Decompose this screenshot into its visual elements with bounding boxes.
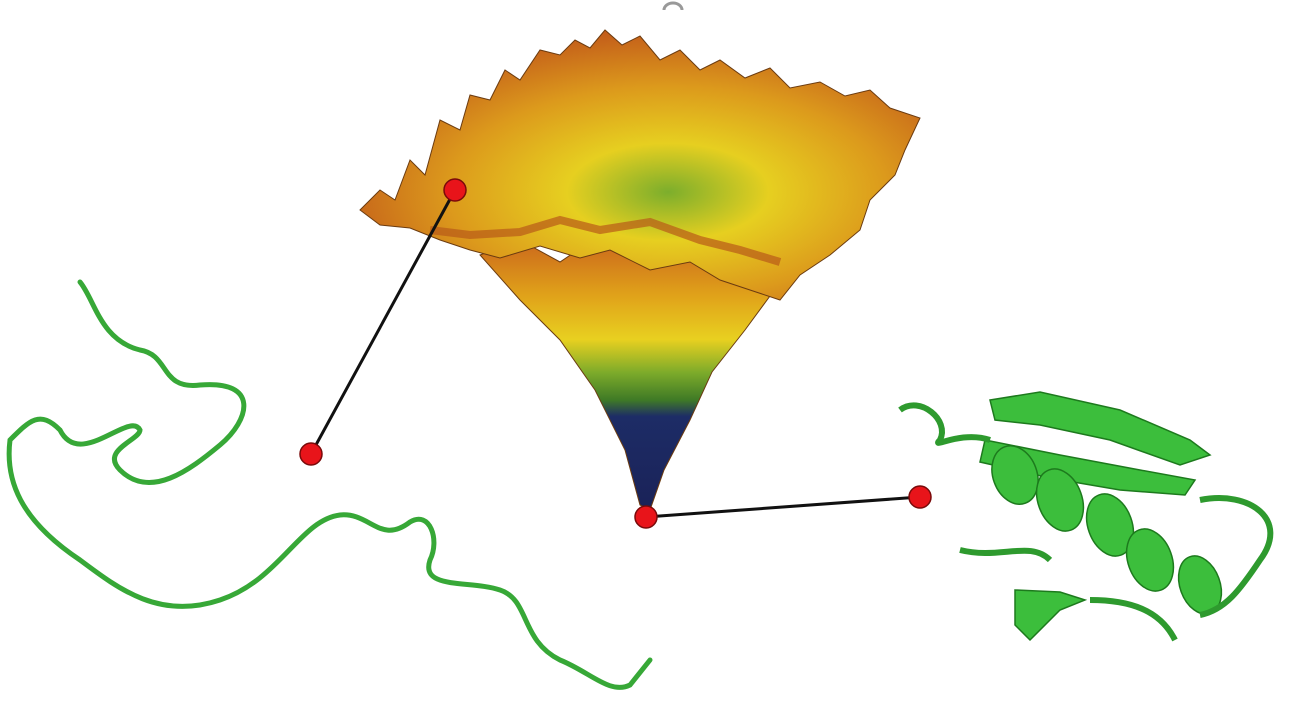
folded-protein xyxy=(900,392,1270,640)
state-point xyxy=(300,443,322,465)
folding-funnel-diagram xyxy=(0,0,1291,702)
connector xyxy=(646,497,920,517)
funnel-surface xyxy=(360,30,920,300)
page xyxy=(0,0,1291,702)
top-arc xyxy=(664,3,682,10)
connector xyxy=(311,190,455,454)
state-point xyxy=(444,179,466,201)
state-point xyxy=(909,486,931,508)
state-point xyxy=(635,506,657,528)
unfolded-chain xyxy=(9,282,650,687)
